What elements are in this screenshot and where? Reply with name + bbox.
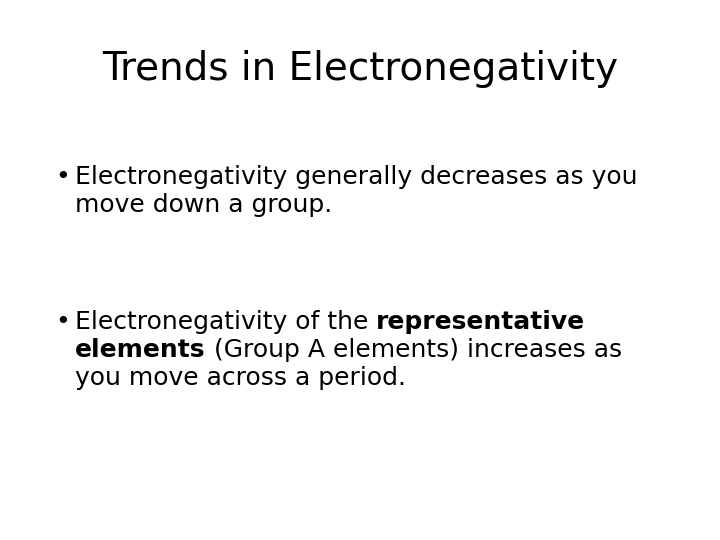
Text: Trends in Electronegativity: Trends in Electronegativity [102,50,618,88]
Text: •: • [55,165,70,189]
Text: •: • [55,310,70,334]
Text: Electronegativity of the: Electronegativity of the [75,310,377,334]
Text: move down a group.: move down a group. [75,193,332,217]
Text: Electronegativity generally decreases as you: Electronegativity generally decreases as… [75,165,637,189]
Text: you move across a period.: you move across a period. [75,366,406,390]
Text: representative: representative [377,310,585,334]
Text: elements: elements [75,338,205,362]
Text: (Group A elements) increases as: (Group A elements) increases as [205,338,621,362]
